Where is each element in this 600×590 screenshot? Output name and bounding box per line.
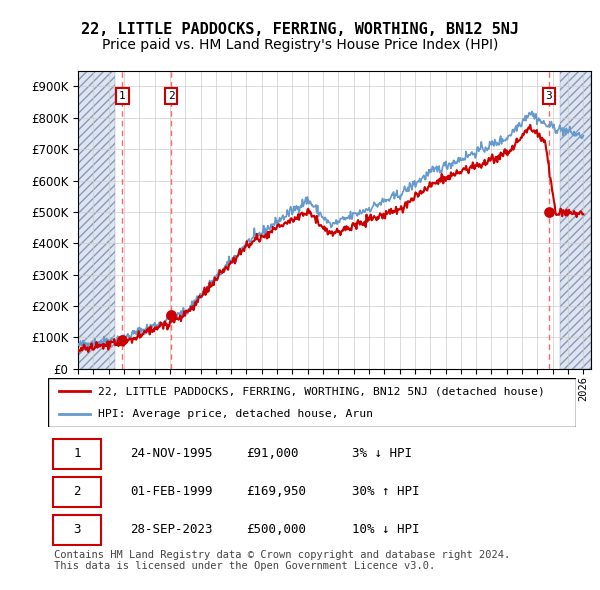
Text: 28-SEP-2023: 28-SEP-2023: [130, 523, 212, 536]
Text: 2: 2: [168, 91, 175, 101]
Text: 3% ↓ HPI: 3% ↓ HPI: [352, 447, 412, 460]
Text: £169,950: £169,950: [246, 485, 306, 498]
Point: [118, 336, 127, 345]
Point: [166, 311, 176, 320]
Text: 1: 1: [73, 447, 81, 460]
Text: 3: 3: [545, 91, 552, 101]
Text: 3: 3: [73, 523, 81, 536]
Point: [544, 207, 554, 217]
Text: Contains HM Land Registry data © Crown copyright and database right 2024.
This d: Contains HM Land Registry data © Crown c…: [54, 550, 510, 572]
Bar: [560, 71, 591, 369]
Text: 2: 2: [73, 485, 81, 498]
Text: Price paid vs. HM Land Registry's House Price Index (HPI): Price paid vs. HM Land Registry's House …: [102, 38, 498, 52]
Text: £500,000: £500,000: [246, 523, 306, 536]
Text: 10% ↓ HPI: 10% ↓ HPI: [352, 523, 419, 536]
Bar: [78, 71, 115, 369]
Text: 1: 1: [119, 91, 126, 101]
Bar: [78, 71, 115, 369]
Text: £91,000: £91,000: [246, 447, 299, 460]
FancyBboxPatch shape: [48, 378, 576, 427]
Text: HPI: Average price, detached house, Arun: HPI: Average price, detached house, Arun: [98, 408, 373, 418]
Text: 22, LITTLE PADDOCKS, FERRING, WORTHING, BN12 5NJ: 22, LITTLE PADDOCKS, FERRING, WORTHING, …: [81, 22, 519, 37]
Text: 30% ↑ HPI: 30% ↑ HPI: [352, 485, 419, 498]
Text: 24-NOV-1995: 24-NOV-1995: [130, 447, 212, 460]
FancyBboxPatch shape: [53, 514, 101, 545]
Bar: [560, 71, 591, 369]
FancyBboxPatch shape: [53, 477, 101, 507]
Text: 22, LITTLE PADDOCKS, FERRING, WORTHING, BN12 5NJ (detached house): 22, LITTLE PADDOCKS, FERRING, WORTHING, …: [98, 386, 545, 396]
Text: 01-FEB-1999: 01-FEB-1999: [130, 485, 212, 498]
FancyBboxPatch shape: [53, 439, 101, 468]
